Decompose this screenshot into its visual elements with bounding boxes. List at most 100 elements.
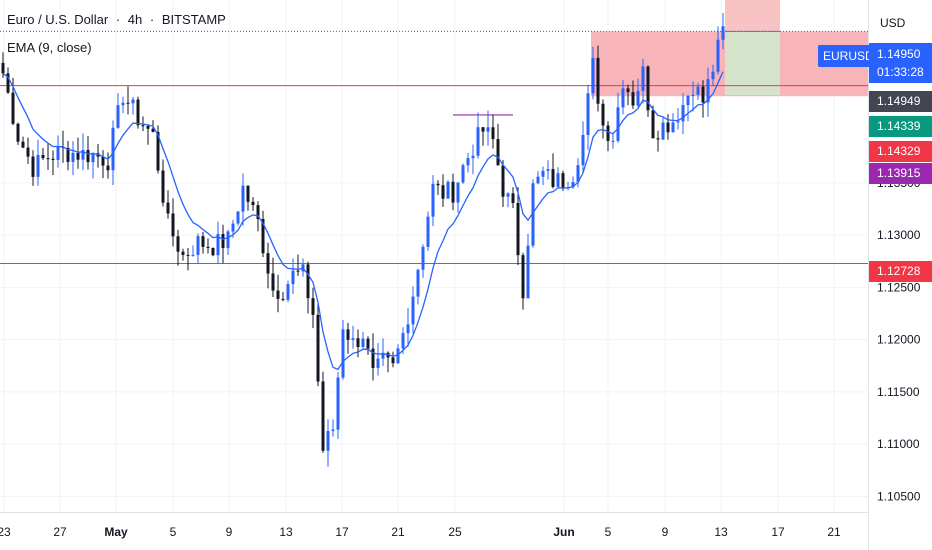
candle-up [286, 284, 290, 300]
candle-up [686, 96, 690, 105]
indicator-legend[interactable]: EMA (9, close) [7, 40, 92, 55]
pair-name: Euro / U.S. Dollar [7, 12, 109, 27]
candle-down [1, 62, 5, 74]
separator-1: · [115, 12, 121, 27]
y-tick-label: 1.13000 [877, 228, 921, 242]
candle-down [501, 165, 505, 197]
candle-up [716, 39, 720, 72]
candle-down [16, 123, 20, 142]
candle-up [411, 296, 415, 325]
candle-up [586, 93, 590, 135]
candle-down [51, 158, 55, 160]
candle-up [541, 170, 545, 177]
candle-down [271, 273, 275, 291]
current-price-value: 1.14950 [877, 47, 921, 61]
candle-up [506, 193, 510, 197]
candle-down [346, 329, 350, 340]
candle-up [341, 329, 345, 378]
candle-down [561, 173, 565, 189]
timeframe-label[interactable]: 4h [127, 12, 143, 27]
x-tick-label: 5 [605, 525, 612, 539]
candle-down [161, 170, 165, 203]
candle-up [696, 86, 700, 95]
candle-up [546, 169, 550, 171]
candle-up [231, 223, 235, 232]
candle-down [101, 156, 105, 166]
x-tick-label: May [104, 525, 128, 539]
candle-down [266, 253, 270, 274]
candle-down [296, 270, 300, 272]
candle-down [141, 125, 145, 127]
candle-down [551, 169, 555, 187]
candle-up [576, 165, 580, 183]
candle-down [181, 251, 185, 255]
x-tick-label: 9 [226, 525, 233, 539]
candle-up [611, 140, 615, 142]
x-tick-label: 23 [0, 525, 11, 539]
x-tick-label: 21 [391, 525, 405, 539]
candle-up [421, 246, 425, 270]
candle-up [116, 105, 120, 128]
price-tag-zone-bottom: 1.14329 [869, 141, 932, 162]
candle-down [451, 181, 455, 203]
candle-down [631, 92, 635, 106]
candle-up [431, 183, 435, 217]
candle-up [331, 429, 335, 432]
candle-down [201, 236, 205, 247]
candles-group [1, 13, 725, 467]
candle-down [356, 338, 360, 348]
candle-down [391, 357, 395, 364]
candle-down [261, 219, 265, 254]
candle-up [681, 104, 685, 122]
x-tick-label: 17 [771, 525, 785, 539]
candle-up [571, 182, 575, 188]
position-target-zone [725, 31, 780, 96]
candle-down [221, 234, 225, 249]
candle-up [396, 348, 400, 364]
candle-down [46, 158, 50, 160]
candle-down [656, 138, 660, 140]
candle-down [481, 127, 485, 132]
candle-up [661, 122, 665, 140]
candle-up [671, 122, 675, 133]
candle-down [41, 154, 45, 159]
candle-down [106, 165, 110, 171]
candle-down [701, 86, 705, 103]
candle-up [91, 153, 95, 163]
price-tag-level: 1.13915 [869, 163, 932, 184]
candle-down [26, 147, 30, 157]
candle-down [441, 185, 445, 199]
currency-label[interactable]: USD [880, 16, 906, 30]
candle-up [591, 57, 595, 94]
y-tick-label: 1.11500 [877, 385, 920, 399]
candle-down [86, 149, 90, 163]
y-tick-label: 1.11000 [877, 437, 920, 451]
candle-up [241, 185, 245, 212]
candle-up [326, 431, 330, 451]
y-tick-label: 1.10500 [877, 489, 921, 503]
separator-2: · [149, 12, 155, 27]
candle-down [321, 381, 325, 451]
candle-down [491, 127, 495, 140]
x-tick-label: 27 [53, 525, 67, 539]
candle-down [126, 102, 130, 104]
candle-down [651, 110, 655, 139]
candle-up [111, 127, 115, 171]
candle-up [526, 245, 530, 299]
candle-up [381, 352, 385, 359]
x-tick-label: 13 [279, 525, 293, 539]
candle-up [536, 176, 540, 184]
candle-up [676, 121, 680, 123]
candle-up [131, 99, 135, 104]
candle-up [711, 71, 715, 80]
ema-line [2, 71, 724, 371]
candle-down [6, 73, 10, 93]
candle-down [146, 125, 150, 129]
price-tag-zone-top: 1.14949 [869, 91, 932, 112]
candle-up [81, 149, 85, 160]
candle-down [151, 128, 155, 132]
x-tick-label: 17 [335, 525, 349, 539]
candle-down [521, 255, 525, 299]
candle-down [306, 264, 310, 299]
